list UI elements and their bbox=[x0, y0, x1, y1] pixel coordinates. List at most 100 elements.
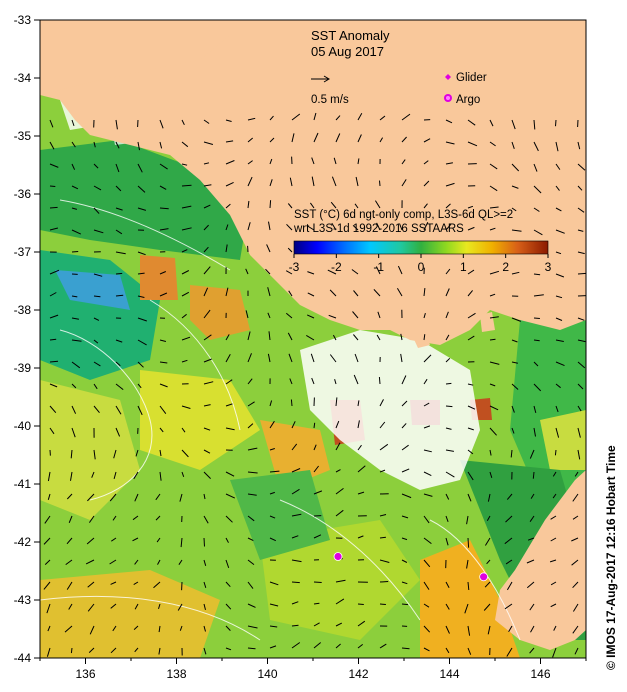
current-vector bbox=[203, 246, 209, 253]
current-vector bbox=[113, 449, 117, 459]
current-vector bbox=[137, 295, 145, 298]
current-vector bbox=[291, 133, 295, 143]
current-vector bbox=[93, 141, 96, 148]
current-vector bbox=[269, 470, 280, 473]
current-vector bbox=[49, 206, 58, 209]
current-vector bbox=[153, 581, 161, 589]
current-vector bbox=[93, 361, 101, 367]
current-vector bbox=[313, 132, 319, 143]
current-vector bbox=[269, 581, 279, 586]
current-vector bbox=[71, 119, 75, 127]
current-vector bbox=[247, 537, 254, 542]
current-vector bbox=[269, 115, 274, 121]
current-vector bbox=[287, 203, 293, 209]
current-vector bbox=[247, 581, 254, 589]
current-vector bbox=[225, 334, 230, 341]
current-vector bbox=[158, 647, 161, 655]
current-vector bbox=[203, 224, 209, 231]
current-vector bbox=[288, 353, 293, 363]
current-vector bbox=[483, 603, 491, 611]
current-vector bbox=[247, 471, 258, 474]
current-vector bbox=[554, 449, 557, 456]
y-tick-label: -44 bbox=[14, 651, 32, 665]
current-vector bbox=[49, 360, 59, 363]
current-vector bbox=[71, 207, 78, 210]
current-vector bbox=[467, 119, 476, 126]
current-vector bbox=[335, 579, 346, 583]
current-vector bbox=[247, 401, 255, 407]
current-vector bbox=[115, 427, 121, 437]
current-vector bbox=[445, 625, 450, 634]
current-vector bbox=[397, 265, 403, 275]
current-vector bbox=[137, 272, 145, 275]
current-vector bbox=[555, 273, 565, 278]
x-tick-label: 140 bbox=[257, 667, 277, 681]
current-vector bbox=[203, 515, 209, 524]
current-vector bbox=[423, 334, 426, 341]
y-tick-label: -33 bbox=[14, 13, 32, 27]
y-tick-label: -34 bbox=[14, 71, 32, 85]
current-vector bbox=[247, 603, 256, 608]
current-vector bbox=[467, 581, 470, 591]
current-vector bbox=[577, 185, 583, 191]
current-vector bbox=[467, 647, 472, 655]
current-vector bbox=[71, 141, 76, 148]
current-vector bbox=[268, 221, 271, 231]
current-vector bbox=[445, 581, 450, 588]
current-vector bbox=[445, 382, 452, 385]
current-vector bbox=[577, 317, 585, 321]
current-vector bbox=[510, 449, 513, 458]
colorbar bbox=[293, 240, 549, 255]
current-vector bbox=[511, 361, 518, 364]
current-vector bbox=[115, 119, 118, 130]
colorbar-tick-label: -1 bbox=[373, 260, 384, 274]
current-vector bbox=[203, 449, 211, 454]
current-vector bbox=[181, 227, 192, 231]
current-vector bbox=[353, 334, 359, 341]
current-vector bbox=[159, 141, 163, 149]
current-vector bbox=[71, 317, 79, 320]
current-vector bbox=[49, 405, 57, 414]
current-vector bbox=[445, 647, 450, 654]
current-vector bbox=[71, 295, 78, 298]
current-vector bbox=[533, 273, 541, 276]
current-vector bbox=[287, 247, 293, 253]
current-vector bbox=[423, 581, 430, 590]
current-vector bbox=[401, 444, 409, 451]
current-vector bbox=[506, 581, 513, 591]
current-vector bbox=[290, 399, 293, 407]
current-vector bbox=[110, 603, 117, 609]
current-vector bbox=[115, 339, 123, 343]
current-vector bbox=[71, 163, 76, 170]
current-vector bbox=[533, 317, 540, 319]
current-vector bbox=[269, 158, 273, 165]
current-vector bbox=[466, 559, 469, 569]
current-vector bbox=[577, 361, 586, 369]
current-vector bbox=[286, 223, 293, 231]
current-vector bbox=[269, 179, 273, 187]
current-vector bbox=[555, 317, 563, 321]
current-vector bbox=[70, 647, 73, 654]
current-vector bbox=[115, 185, 122, 192]
current-vector bbox=[467, 383, 474, 386]
current-vector bbox=[88, 515, 95, 523]
current-vector bbox=[133, 581, 139, 586]
current-vector bbox=[93, 273, 103, 277]
current-vector bbox=[93, 317, 100, 321]
current-vector bbox=[115, 141, 120, 149]
current-vector bbox=[203, 119, 210, 124]
current-vector bbox=[313, 422, 316, 429]
current-vector bbox=[313, 534, 322, 539]
current-vector bbox=[467, 493, 472, 502]
current-vector bbox=[574, 647, 579, 655]
current-vector bbox=[467, 335, 475, 341]
argo-float-marker bbox=[333, 552, 343, 561]
current-vector bbox=[533, 405, 537, 414]
current-vector bbox=[335, 133, 341, 143]
current-vector bbox=[552, 471, 557, 477]
current-vector bbox=[423, 288, 426, 297]
current-vector bbox=[225, 471, 235, 477]
current-vector bbox=[533, 119, 536, 130]
current-vector bbox=[376, 334, 381, 341]
